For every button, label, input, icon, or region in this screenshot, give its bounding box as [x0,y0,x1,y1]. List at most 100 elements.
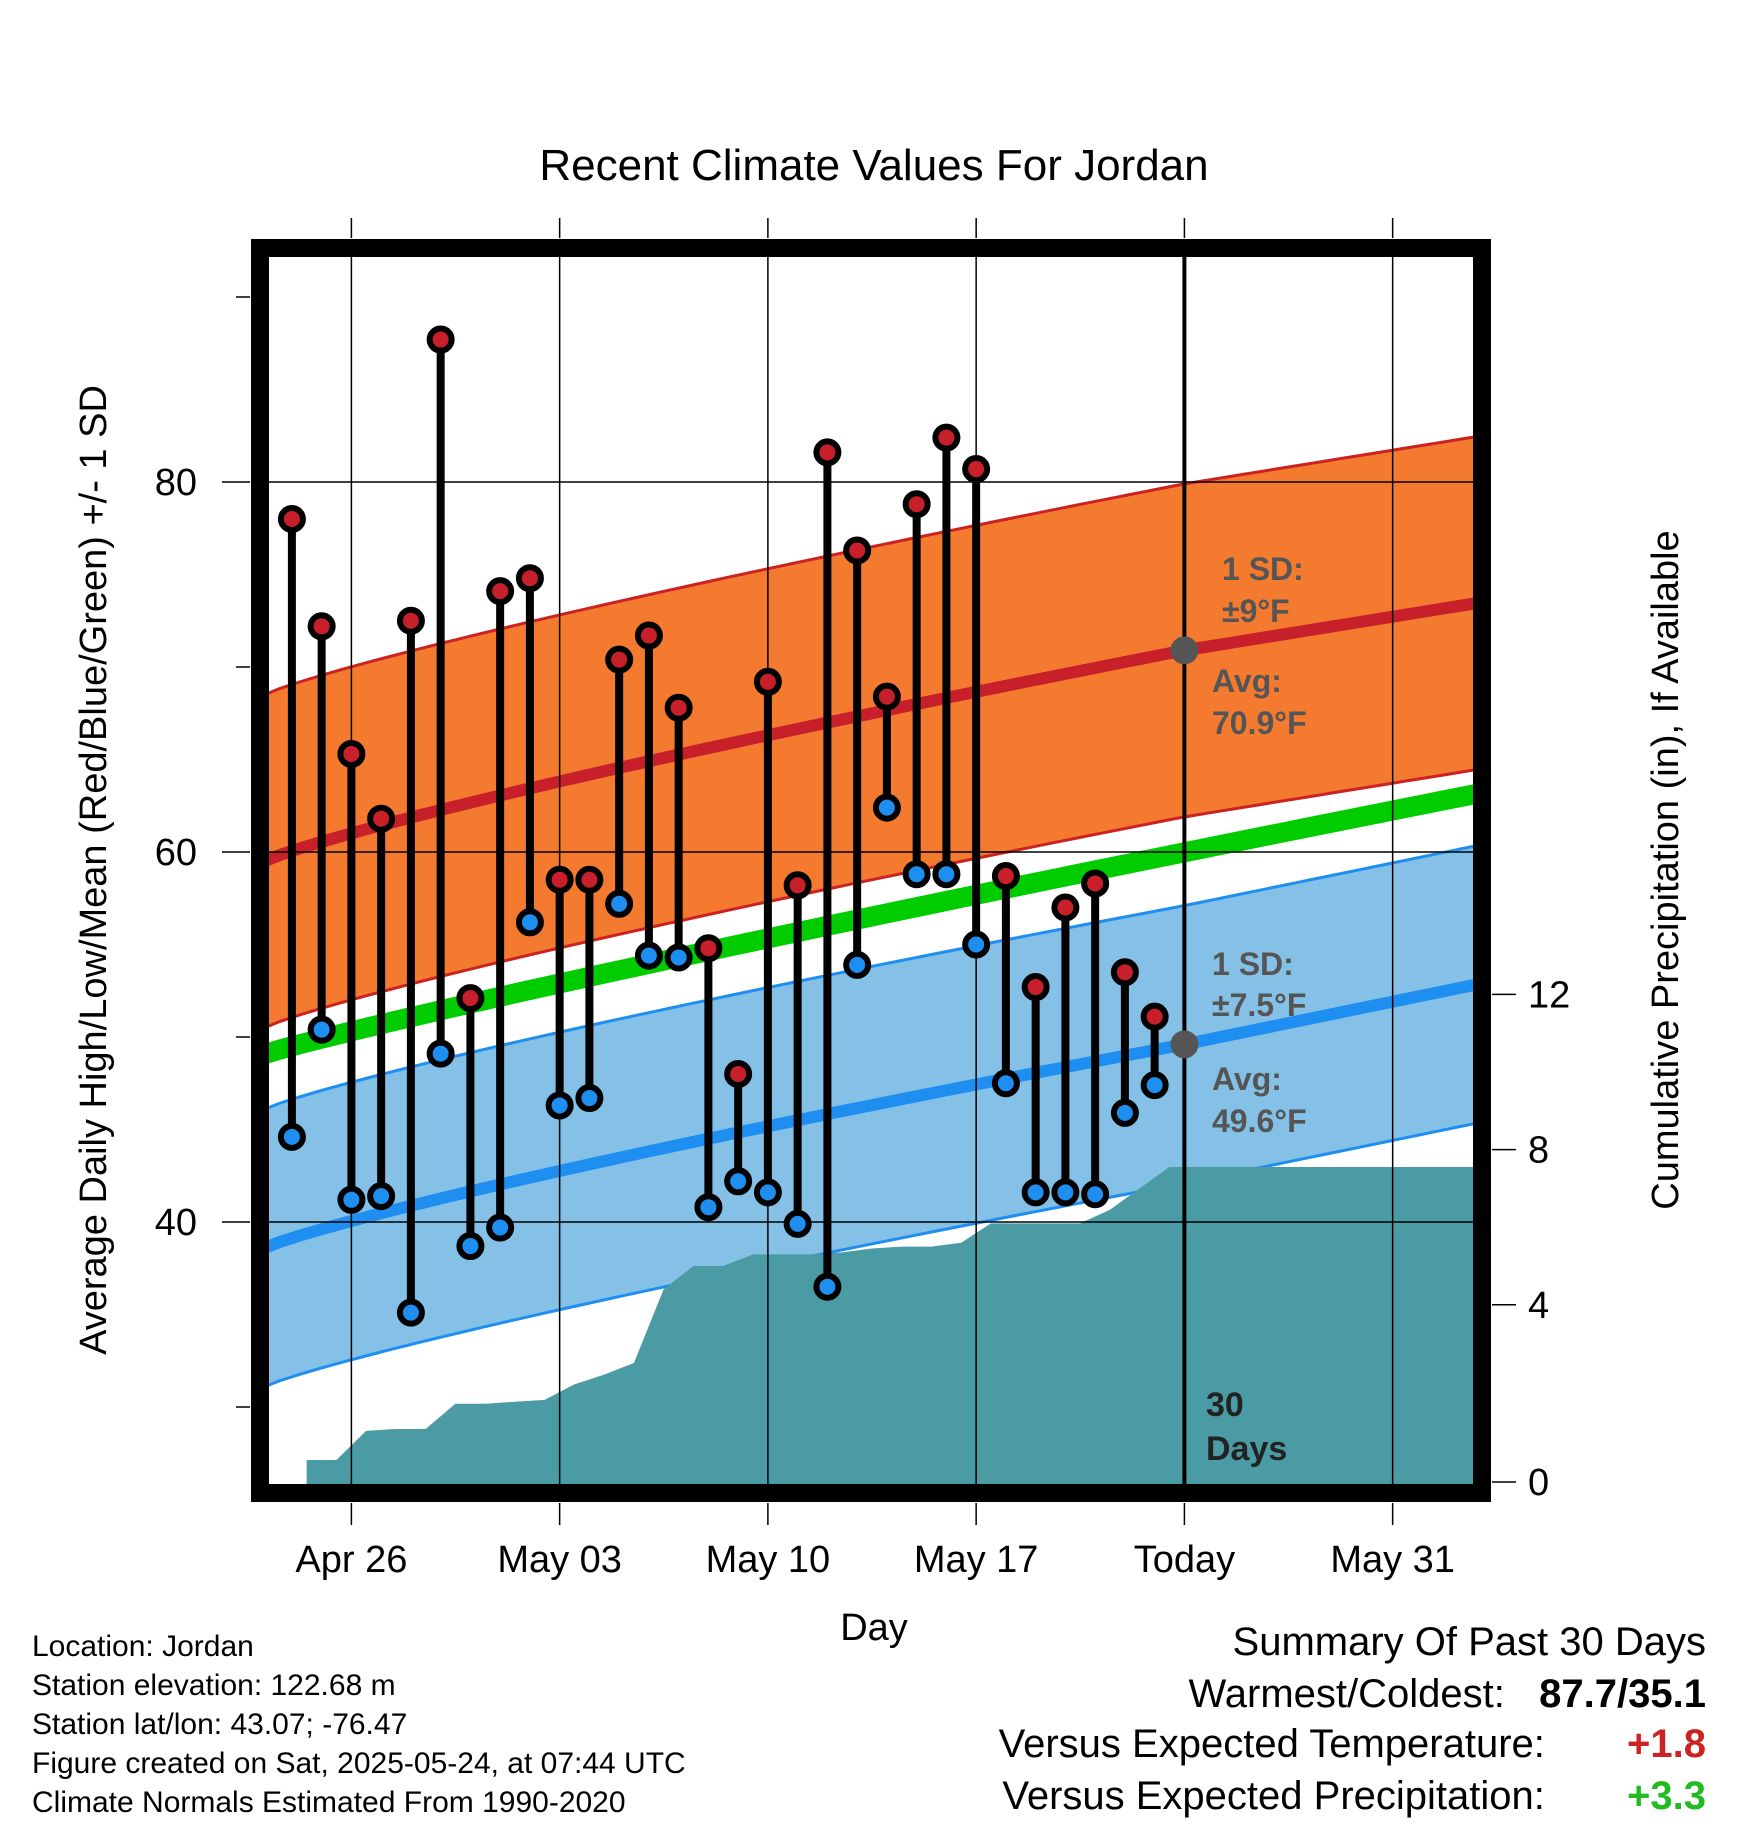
daily-high-point [605,645,634,674]
low-sd-value: ±7.5°F [1212,987,1306,1023]
high-sd-label: 1 SD: [1222,551,1304,587]
y-tick-label: 80 [155,462,197,504]
daily-low-point [1081,1180,1110,1209]
daily-low-point [1140,1071,1169,1100]
days-label-word: Days [1206,1430,1287,1468]
daily-low-point [991,1069,1020,1098]
daily-high-point [902,490,931,519]
low-sd-label: 1 SD: [1212,946,1294,982]
summary-warmest-label: Warmest/Coldest: [1188,1672,1505,1716]
daily-low-point [932,860,961,889]
daily-high-point [307,612,336,641]
y2-axis-label: Cumulative Precipitation (in), If Availa… [1645,530,1687,1209]
high-sd-value: ±9°F [1222,593,1290,629]
footer-latlon: Station lat/lon: 43.07; -76.47 [32,1708,408,1741]
daily-high-point [843,536,872,565]
daily-low-point [1021,1178,1050,1207]
x-tick-label: May 31 [1330,1539,1455,1581]
summary-precip-row: Versus Expected Precipitation: +3.3 [1002,1774,1706,1819]
daily-high-point [515,564,544,593]
footer-normals: Climate Normals Estimated From 1990-2020 [32,1786,626,1819]
daily-high-point [962,455,991,484]
normal-low-mean-line [260,977,1482,1256]
daily-high-point [1051,893,1080,922]
normal-low-lower-edge [260,1120,1482,1390]
today-low-normal-point [1170,1030,1199,1059]
daily-high-point [1110,958,1139,987]
daily-low-point [783,1209,812,1238]
daily-low-point [396,1298,425,1327]
today-high-normal-point [1170,636,1199,665]
daily-high-point [1021,973,1050,1002]
daily-low-point [1110,1098,1139,1127]
daily-low-point [634,941,663,970]
daily-low-point [902,860,931,889]
days-label-number: 30 [1206,1386,1244,1424]
daily-high-point [694,934,723,963]
x-tick-label: Apr 26 [295,1539,407,1581]
y-tick-label: 60 [155,832,197,874]
daily-low-point [367,1182,396,1211]
daily-low-point [753,1178,782,1207]
daily-high-point [1081,869,1110,898]
daily-low-point [575,1084,604,1113]
daily-low-point [724,1167,753,1196]
x-tick-label: May 17 [914,1539,1039,1581]
precipitation-area [306,1167,1482,1493]
daily-low-point [515,908,544,937]
daily-high-point [426,325,455,354]
daily-high-point [753,667,782,696]
daily-low-point [307,1015,336,1044]
daily-high-point [991,862,1020,891]
normal-high-mean-line [260,596,1482,869]
daily-high-point [724,1060,753,1088]
summary-temp-row: Versus Expected Temperature: +1.8 [999,1722,1706,1767]
daily-high-point [396,606,425,635]
x-tick-label: May 10 [706,1539,831,1581]
daily-low-point [426,1039,455,1068]
annotations: 1 SD: ±9°F Avg: 70.9°F 1 SD: ±7.5°F Avg:… [1206,551,1307,1468]
summary-precip-label: Versus Expected Precipitation: [1002,1774,1545,1818]
low-avg-label: Avg: [1212,1061,1282,1097]
y-axis-label: Average Daily High/Low/Mean (Red/Blue/Gr… [73,385,115,1355]
plot-frame [251,239,1491,1502]
high-avg-value: 70.9°F [1212,705,1307,741]
y2-tick-label: 8 [1528,1130,1549,1172]
daily-high-point [932,423,961,452]
x-axis-label: Day [840,1607,908,1649]
daily-marks [277,325,1199,1327]
summary-warmest-value: 87.7/35.1 [1539,1672,1706,1716]
daily-low-point [813,1272,842,1301]
daily-high-point [634,621,663,650]
daily-low-point [1051,1178,1080,1207]
summary-temp-value: +1.8 [1627,1722,1706,1766]
summary-precip-value: +3.3 [1627,1774,1706,1818]
high-avg-label: Avg: [1212,663,1282,699]
daily-high-point [872,682,901,711]
daily-low-point [456,1232,485,1261]
daily-high-point [1140,1002,1169,1031]
x-tick-label: Today [1134,1539,1235,1581]
daily-low-point [962,930,991,959]
axis-ticks: Apr 26 May 03 May 10 May 17 Today May 3140608… [155,218,1570,1581]
daily-high-point [456,984,485,1013]
summary-heading: Summary Of Past 30 Days [1233,1620,1706,1665]
daily-low-point [277,1122,306,1151]
daily-low-point [843,950,872,979]
footer-elevation: Station elevation: 122.68 m [32,1669,396,1702]
daily-high-point [575,865,604,894]
summary-heading-text: Summary Of Past 30 Days [1232,1620,1706,1664]
daily-low-point [694,1193,723,1222]
daily-high-point [545,865,574,894]
normal-high-upper-edge [260,434,1482,698]
daily-high-point [664,693,693,722]
normal-low-band [260,844,1482,1389]
y2-tick-label: 4 [1528,1285,1549,1327]
chart-title: Recent Climate Values For Jordan [539,141,1208,190]
normal-high-lower-edge [260,767,1482,1031]
daily-high-point [783,871,812,900]
daily-low-point [605,889,634,918]
daily-high-point [367,804,396,833]
daily-low-point [486,1213,515,1242]
